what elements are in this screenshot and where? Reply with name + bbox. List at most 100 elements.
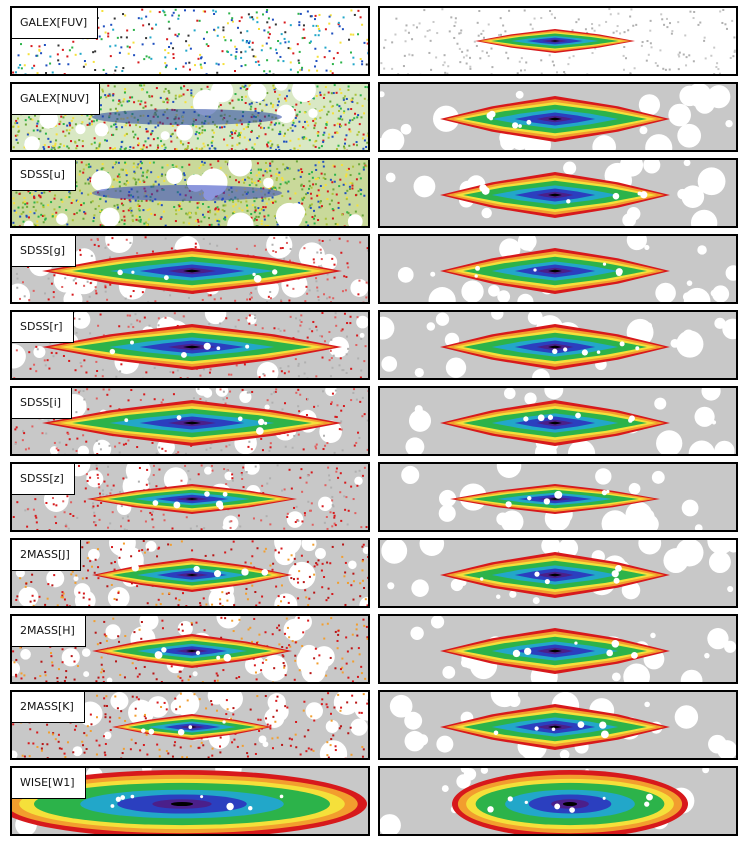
noise-pixel (334, 173, 337, 176)
noise-pixel (688, 54, 691, 57)
noise-pixel (62, 123, 65, 126)
noise-pixel (186, 213, 189, 216)
noise-pixel (109, 147, 112, 150)
noise-pixel (363, 624, 366, 627)
noise-pixel (125, 169, 128, 172)
noise-pixel (137, 178, 140, 181)
noise-pixel (112, 484, 115, 487)
noise-pixel (296, 577, 299, 580)
noise-pixel (345, 175, 348, 178)
noise-pixel (156, 148, 159, 150)
noise-pixel (316, 55, 319, 58)
noise-pixel (309, 509, 312, 512)
noise-pixel (269, 442, 272, 445)
noise-pixel (269, 140, 272, 143)
noise-pixel (19, 577, 22, 580)
noise-pixel (71, 126, 74, 129)
noise-pixel (251, 146, 254, 149)
noise-pixel (274, 549, 277, 552)
noise-pixel (310, 203, 313, 206)
noise-pixel (213, 123, 216, 126)
noise-pixel (299, 101, 302, 104)
noise-pixel (202, 597, 205, 600)
noise-pixel (54, 515, 57, 518)
noise-pixel (301, 490, 304, 493)
noise-pixel (135, 124, 138, 127)
noise-pixel (96, 694, 99, 697)
star-mask (223, 653, 232, 662)
noise-pixel (164, 224, 167, 226)
noise-pixel (255, 218, 258, 221)
noise-pixel (640, 44, 643, 47)
noise-pixel (133, 54, 136, 57)
noise-pixel (86, 280, 89, 283)
star-mask (533, 268, 537, 272)
noise-pixel (339, 125, 342, 128)
noise-pixel (119, 148, 122, 150)
noise-pixel (504, 30, 507, 33)
noise-pixel (250, 102, 253, 105)
noise-pixel (362, 133, 365, 136)
noise-pixel (216, 71, 219, 74)
noise-pixel (299, 753, 302, 756)
noise-pixel (15, 191, 18, 194)
noise-pixel (138, 673, 141, 676)
noise-pixel (75, 725, 78, 728)
noise-pixel (338, 727, 341, 730)
masked-source (497, 290, 511, 302)
star-mask (109, 348, 116, 355)
noise-pixel (246, 298, 249, 301)
noise-pixel (79, 52, 82, 55)
noise-pixel (325, 223, 328, 226)
noise-pixel (99, 198, 102, 201)
star-mask (131, 564, 139, 572)
noise-pixel (215, 672, 218, 675)
star-mask (615, 564, 622, 572)
noise-pixel (119, 370, 122, 373)
noise-pixel (174, 8, 177, 11)
noise-pixel (269, 164, 272, 167)
noise-pixel (132, 136, 135, 139)
noise-pixel (115, 660, 118, 663)
isophote-contour (548, 117, 562, 121)
noise-pixel (273, 88, 276, 91)
noise-pixel (45, 432, 48, 435)
noise-pixel (359, 57, 362, 60)
noise-pixel (203, 145, 206, 148)
noise-pixel (361, 63, 364, 66)
noise-pixel (205, 73, 208, 74)
noise-pixel (232, 106, 235, 109)
noise-pixel (90, 201, 93, 204)
noise-pixel (285, 617, 288, 620)
noise-pixel (324, 183, 327, 186)
noise-pixel (44, 603, 47, 606)
model-image (380, 388, 736, 454)
noise-pixel (38, 45, 41, 48)
noise-pixel (193, 29, 196, 32)
noise-pixel (322, 140, 325, 143)
noise-pixel (616, 25, 619, 28)
galaxy-core (92, 185, 282, 201)
noise-pixel (178, 95, 181, 98)
noise-pixel (149, 36, 152, 39)
noise-pixel (397, 73, 400, 74)
masked-source (90, 170, 112, 192)
noise-pixel (172, 53, 175, 56)
noise-pixel (161, 619, 164, 622)
noise-pixel (713, 73, 716, 74)
star-mask (602, 262, 607, 266)
noise-pixel (299, 393, 302, 396)
noise-pixel (73, 660, 76, 663)
noise-pixel (308, 184, 311, 187)
noise-pixel (266, 723, 269, 726)
noise-pixel (107, 32, 110, 35)
noise-pixel (290, 554, 293, 557)
noise-pixel (337, 629, 340, 632)
noise-pixel (347, 347, 350, 350)
noise-pixel (66, 145, 69, 148)
masked-source (305, 702, 323, 720)
noise-pixel (309, 192, 312, 195)
noise-pixel (88, 295, 91, 298)
noise-pixel (678, 55, 681, 58)
noise-pixel (520, 57, 523, 60)
